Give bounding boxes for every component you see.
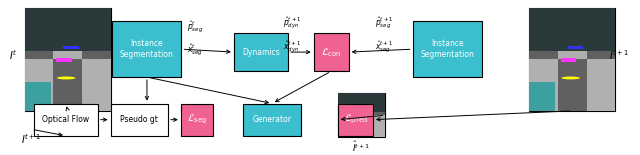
Text: $\hat{x}_{seg}^{t+1}$: $\hat{x}_{seg}^{t+1}$ <box>374 40 393 55</box>
FancyBboxPatch shape <box>25 8 53 60</box>
FancyBboxPatch shape <box>587 8 615 60</box>
Text: $\hat{p}_{seg}^{t}$: $\hat{p}_{seg}^{t}$ <box>188 19 204 35</box>
Text: Generator: Generator <box>253 115 292 124</box>
FancyBboxPatch shape <box>337 93 385 112</box>
Text: $\hat{I}^{t+1}$: $\hat{I}^{t+1}$ <box>351 140 370 154</box>
FancyBboxPatch shape <box>558 60 587 111</box>
Text: $\hat{p}_{seg}^{t+1}$: $\hat{p}_{seg}^{t+1}$ <box>374 15 393 31</box>
FancyBboxPatch shape <box>111 104 168 136</box>
FancyBboxPatch shape <box>113 21 181 77</box>
FancyBboxPatch shape <box>561 58 576 62</box>
Text: $I^t$: $I^t$ <box>9 48 18 62</box>
FancyBboxPatch shape <box>180 104 212 136</box>
Text: $\mathcal{L}_{\mathrm{seg}}$: $\mathcal{L}_{\mathrm{seg}}$ <box>187 113 207 126</box>
FancyBboxPatch shape <box>53 8 82 60</box>
FancyBboxPatch shape <box>53 60 82 111</box>
FancyBboxPatch shape <box>369 115 385 137</box>
Text: $\hat{x}_{dyn}^{t+1}$: $\hat{x}_{dyn}^{t+1}$ <box>283 40 301 55</box>
Text: $\mathcal{L}_{\mathrm{pred}}$: $\mathcal{L}_{\mathrm{pred}}$ <box>344 113 367 126</box>
FancyBboxPatch shape <box>529 8 615 51</box>
FancyBboxPatch shape <box>34 104 98 136</box>
FancyBboxPatch shape <box>314 33 349 71</box>
FancyBboxPatch shape <box>82 8 111 60</box>
FancyBboxPatch shape <box>25 60 53 111</box>
FancyBboxPatch shape <box>56 58 72 62</box>
FancyBboxPatch shape <box>353 115 369 137</box>
FancyBboxPatch shape <box>337 93 353 115</box>
FancyBboxPatch shape <box>63 46 79 49</box>
FancyBboxPatch shape <box>568 46 583 49</box>
Text: $I^{t+1}$: $I^{t+1}$ <box>609 48 629 62</box>
FancyBboxPatch shape <box>243 104 301 136</box>
Text: Pseudo gt: Pseudo gt <box>120 115 158 124</box>
FancyBboxPatch shape <box>529 60 558 111</box>
FancyBboxPatch shape <box>337 115 353 137</box>
FancyBboxPatch shape <box>587 60 615 111</box>
Text: $\hat{p}_{dyn}^{t+1}$: $\hat{p}_{dyn}^{t+1}$ <box>283 15 301 31</box>
Ellipse shape <box>561 77 580 79</box>
FancyBboxPatch shape <box>529 8 558 60</box>
FancyBboxPatch shape <box>413 21 481 77</box>
Text: Instance
Segmentation: Instance Segmentation <box>420 40 474 59</box>
FancyBboxPatch shape <box>337 125 352 137</box>
FancyBboxPatch shape <box>338 104 373 136</box>
Text: Instance
Segmentation: Instance Segmentation <box>120 40 174 59</box>
Text: Optical Flow: Optical Flow <box>42 115 90 124</box>
Ellipse shape <box>355 122 366 124</box>
FancyBboxPatch shape <box>337 93 385 137</box>
FancyBboxPatch shape <box>82 60 111 111</box>
FancyBboxPatch shape <box>25 8 111 111</box>
Text: $I^{t+1}$: $I^{t+1}$ <box>21 133 42 146</box>
FancyBboxPatch shape <box>359 109 367 111</box>
FancyBboxPatch shape <box>353 93 369 115</box>
FancyBboxPatch shape <box>25 8 111 51</box>
FancyBboxPatch shape <box>355 114 364 116</box>
FancyBboxPatch shape <box>25 82 51 111</box>
FancyBboxPatch shape <box>558 8 587 60</box>
Ellipse shape <box>57 77 76 79</box>
FancyBboxPatch shape <box>529 8 615 111</box>
Text: Dynamics: Dynamics <box>242 48 280 57</box>
Text: $\mathcal{L}_{\mathrm{con}}$: $\mathcal{L}_{\mathrm{con}}$ <box>321 46 342 58</box>
Text: $\hat{x}_{seg}^{t}$: $\hat{x}_{seg}^{t}$ <box>188 43 204 58</box>
FancyBboxPatch shape <box>234 33 288 71</box>
FancyBboxPatch shape <box>529 82 555 111</box>
FancyBboxPatch shape <box>369 93 385 115</box>
